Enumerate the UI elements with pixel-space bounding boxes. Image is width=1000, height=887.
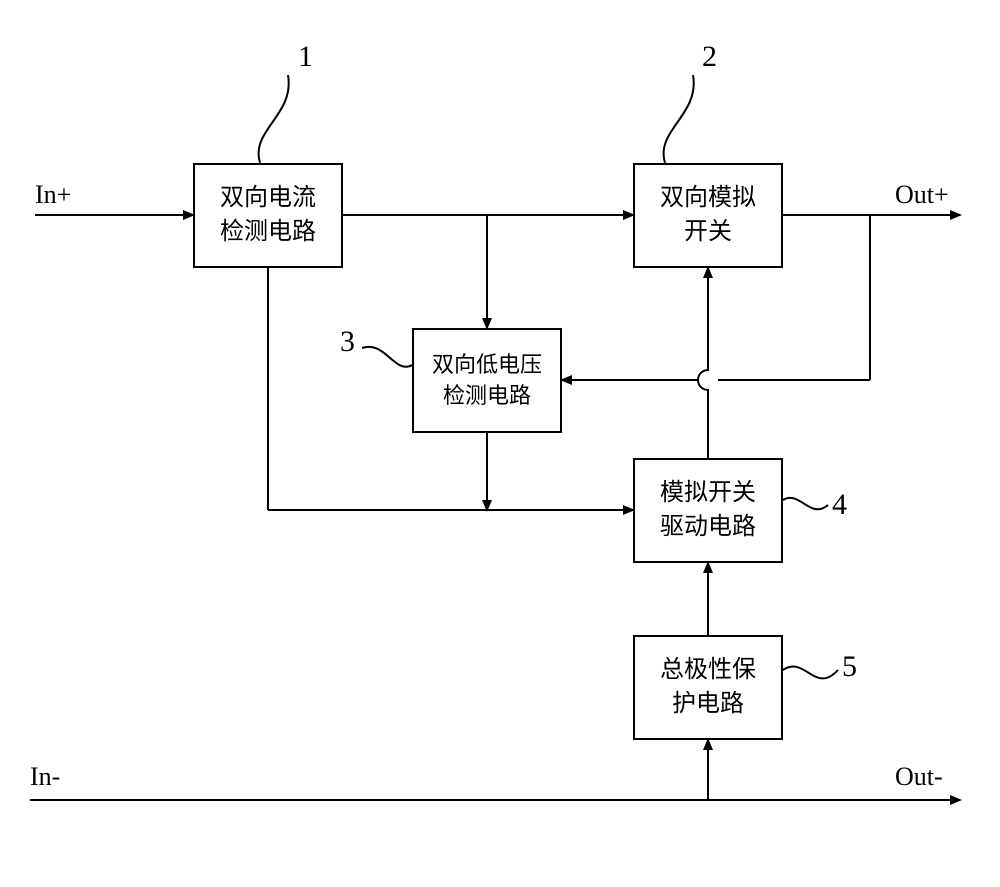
label-in-minus: In- bbox=[30, 762, 60, 792]
squiggle-3 bbox=[362, 347, 412, 367]
box-3-line2: 检测电路 bbox=[443, 381, 531, 412]
squiggle-4 bbox=[783, 498, 828, 509]
squiggle-5 bbox=[783, 667, 838, 679]
box-3: 双向低电压 检测电路 bbox=[412, 328, 562, 433]
label-in-plus: In+ bbox=[35, 180, 71, 210]
box-2-line2: 开关 bbox=[684, 216, 732, 250]
num-4: 4 bbox=[832, 488, 847, 522]
squiggle-1 bbox=[259, 75, 289, 163]
box-4-line2: 驱动电路 bbox=[660, 511, 756, 545]
num-5: 5 bbox=[842, 650, 857, 684]
box-2: 双向模拟 开关 bbox=[633, 163, 783, 268]
box-5-line2: 护电路 bbox=[672, 688, 744, 722]
num-2: 2 bbox=[702, 40, 717, 74]
box-1-line2: 检测电路 bbox=[220, 216, 316, 250]
diagram-canvas bbox=[0, 0, 1000, 887]
edge-box4-box2 bbox=[698, 268, 708, 458]
num-3: 3 bbox=[340, 325, 355, 359]
squiggle-2 bbox=[664, 75, 694, 163]
box-4-line1: 模拟开关 bbox=[660, 477, 756, 511]
box-4: 模拟开关 驱动电路 bbox=[633, 458, 783, 563]
box-1: 双向电流 检测电路 bbox=[193, 163, 343, 268]
box-2-line1: 双向模拟 bbox=[660, 182, 756, 216]
label-out-plus: Out+ bbox=[895, 180, 949, 210]
box-1-line1: 双向电流 bbox=[220, 182, 316, 216]
box-5-line1: 总极性保 bbox=[660, 654, 756, 688]
box-5: 总极性保 护电路 bbox=[633, 635, 783, 740]
label-out-minus: Out- bbox=[895, 762, 943, 792]
box-3-line1: 双向低电压 bbox=[432, 350, 542, 381]
num-1: 1 bbox=[298, 40, 313, 74]
